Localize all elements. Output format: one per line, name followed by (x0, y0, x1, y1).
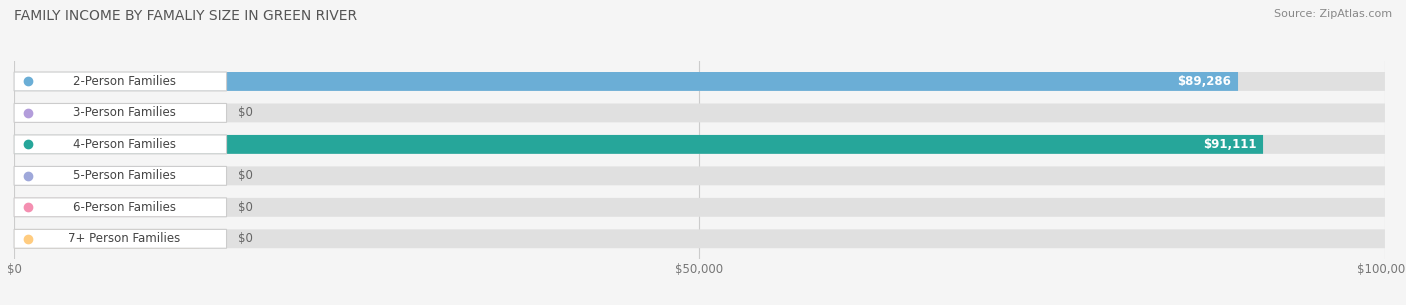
FancyBboxPatch shape (14, 198, 1385, 217)
Text: $0: $0 (238, 201, 253, 214)
Text: 7+ Person Families: 7+ Person Families (69, 232, 181, 245)
FancyBboxPatch shape (14, 103, 200, 122)
Text: $0: $0 (238, 169, 253, 182)
Text: $0: $0 (238, 232, 253, 245)
FancyBboxPatch shape (14, 229, 200, 248)
Text: 5-Person Families: 5-Person Families (73, 169, 176, 182)
FancyBboxPatch shape (14, 135, 1385, 154)
FancyBboxPatch shape (14, 135, 226, 154)
Text: Source: ZipAtlas.com: Source: ZipAtlas.com (1274, 9, 1392, 19)
FancyBboxPatch shape (14, 198, 226, 217)
FancyBboxPatch shape (14, 229, 1385, 248)
FancyBboxPatch shape (14, 229, 226, 248)
FancyBboxPatch shape (14, 167, 200, 185)
Text: 4-Person Families: 4-Person Families (73, 138, 176, 151)
Text: $91,111: $91,111 (1202, 138, 1256, 151)
Text: 2-Person Families: 2-Person Families (73, 75, 176, 88)
FancyBboxPatch shape (14, 135, 1263, 154)
Text: 6-Person Families: 6-Person Families (73, 201, 176, 214)
FancyBboxPatch shape (14, 167, 1385, 185)
FancyBboxPatch shape (14, 198, 200, 217)
Text: 3-Person Families: 3-Person Families (73, 106, 176, 120)
FancyBboxPatch shape (14, 103, 1385, 122)
FancyBboxPatch shape (14, 72, 1385, 91)
Text: $89,286: $89,286 (1177, 75, 1232, 88)
FancyBboxPatch shape (14, 72, 226, 91)
FancyBboxPatch shape (14, 72, 1239, 91)
Text: $0: $0 (238, 106, 253, 120)
Text: FAMILY INCOME BY FAMALIY SIZE IN GREEN RIVER: FAMILY INCOME BY FAMALIY SIZE IN GREEN R… (14, 9, 357, 23)
FancyBboxPatch shape (14, 103, 226, 122)
FancyBboxPatch shape (14, 167, 226, 185)
